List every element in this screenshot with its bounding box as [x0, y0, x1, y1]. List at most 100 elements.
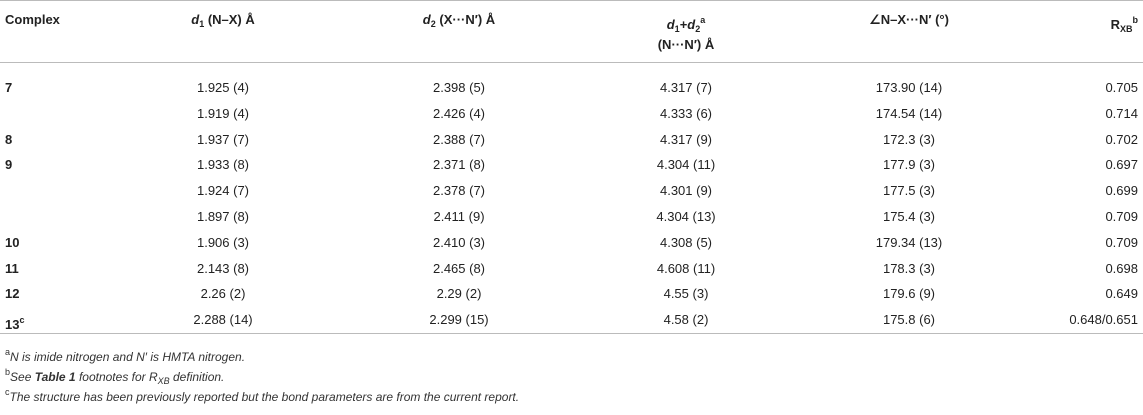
text-run: 1 [674, 24, 680, 34]
text-run: 13 [5, 317, 20, 333]
text-run: d [687, 17, 696, 32]
table-cell: 0.702 [1105, 131, 1138, 147]
text-run: Complex [5, 12, 60, 27]
header-cell: ∠N–X···N′ (°) [869, 12, 949, 28]
table-cell: 0.714 [1105, 105, 1138, 121]
text-run: The structure has been previously report… [9, 390, 520, 404]
bottom-rule [0, 333, 1143, 334]
table-cell: 4.608 (11) [656, 260, 716, 276]
text-run: definition. [169, 370, 225, 384]
header-cell: d1 (N–X) Å [191, 12, 255, 32]
table-cell: 2.299 (15) [429, 312, 489, 328]
text-run: N is imide nitrogen and N′ is HMTA nitro… [10, 350, 246, 364]
text-run: b [1132, 15, 1139, 25]
text-run: ∠N–X···N′ (°) [869, 12, 949, 27]
table-cell: 2.398 (5) [432, 80, 486, 95]
text-run: 1 [199, 19, 205, 29]
text-run: d [191, 12, 200, 27]
header-cell: d2 (X···N′) Å [423, 12, 495, 32]
footnote: bSee Table 1 footnotes for RXB definitio… [5, 364, 224, 389]
complex-cell: 10 [5, 235, 19, 251]
header-cell: RXBb [1111, 12, 1138, 37]
table-cell: 2.378 (7) [432, 183, 486, 199]
table-cell: 175.4 (3) [882, 209, 936, 224]
table-cell: 0.698 [1105, 260, 1138, 276]
text-run: (N–X) Å [204, 12, 255, 27]
footnote: aN is imide nitrogen and N′ is HMTA nitr… [5, 344, 245, 365]
table-cell: 177.9 (3) [882, 157, 936, 173]
table-cell: 1.937 (7) [196, 131, 250, 147]
table-cell: 1.933 (8) [196, 157, 250, 173]
table-cell: 4.304 (13) [656, 209, 716, 224]
table-cell: 2.388 (7) [432, 131, 486, 147]
table-cell: 177.5 (3) [882, 183, 936, 199]
text-run: Table 1 [34, 370, 76, 384]
table-cell: 2.371 (8) [432, 157, 486, 173]
table-cell: 173.90 (14) [875, 80, 943, 95]
text-run: (X···N′) Å [435, 12, 496, 27]
table-cell: 1.919 (4) [196, 105, 250, 121]
table-cell: 4.317 (7) [659, 80, 713, 95]
text-run: 11 [5, 260, 19, 276]
table-cell: 175.8 (6) [882, 312, 936, 328]
text-run: + [679, 17, 688, 32]
text-run: 7 [5, 80, 13, 95]
text-run: (N···N′) Å [657, 37, 715, 52]
text-run: c [5, 387, 10, 397]
table-cell: 2.288 (14) [193, 312, 253, 328]
table-cell: 1.925 (4) [196, 80, 250, 95]
table-cell: 2.26 (2) [200, 286, 246, 302]
table-cell: 0.697 [1105, 157, 1138, 173]
table-cell: 172.3 (3) [882, 131, 936, 147]
table-cell: 4.333 (6) [659, 105, 713, 121]
header-cell: d1+d2a (N···N′) Å [658, 12, 715, 53]
table-cell: 1.906 (3) [196, 234, 250, 250]
table-cell: 1.897 (8) [196, 209, 250, 224]
complex-cell: 13c [5, 312, 24, 333]
text-run: a [700, 15, 706, 25]
table-cell: 174.54 (14) [875, 105, 943, 121]
complex-cell: 9 [5, 157, 12, 173]
text-run: d [666, 17, 675, 32]
table-cell: 4.301 (9) [659, 183, 713, 199]
text-run: 2 [430, 19, 436, 29]
table-cell: 2.143 (8) [196, 260, 250, 276]
text-run: XB [157, 376, 170, 386]
text-run: c [19, 315, 25, 326]
text-run: XB [1119, 24, 1133, 34]
table-cell: 0.649 [1105, 286, 1138, 302]
table-cell: 0.648/0.651 [1069, 312, 1138, 328]
complex-cell: 7 [5, 80, 12, 96]
table-cell: 178.3 (3) [882, 260, 936, 276]
top-rule [0, 0, 1143, 1]
table-cell: 1.924 (7) [196, 183, 250, 199]
text-run: 10 [5, 234, 20, 250]
text-run: b [5, 367, 11, 377]
table-cell: 4.55 (3) [663, 286, 709, 302]
table-cell: 2.426 (4) [432, 105, 486, 121]
table-cell: 179.6 (9) [882, 286, 936, 302]
table-cell: 179.34 (13) [875, 234, 943, 250]
text-run: R [1110, 17, 1120, 32]
table-cell: 0.699 [1105, 183, 1138, 199]
complex-cell: 11 [5, 261, 19, 277]
text-run: footnotes for R [75, 370, 158, 384]
header-rule [0, 62, 1143, 63]
text-run: a [5, 347, 11, 357]
table-cell: 2.410 (3) [432, 234, 486, 250]
footnote: cThe structure has been previously repor… [5, 384, 519, 405]
table-cell: 2.465 (8) [432, 260, 486, 276]
text-run: 8 [5, 131, 13, 147]
table-cell: 4.308 (5) [659, 234, 713, 250]
complex-cell: 12 [5, 286, 19, 302]
text-run: See [10, 370, 35, 384]
table-cell: 2.411 (9) [433, 209, 485, 224]
table-cell: 0.709 [1105, 209, 1138, 224]
table-cell: 0.709 [1105, 234, 1138, 250]
table-cell: 4.58 (2) [663, 312, 709, 328]
text-run: 9 [5, 157, 13, 173]
text-run: 2 [695, 24, 701, 34]
table-cell: 2.29 (2) [436, 286, 482, 302]
complex-cell: 8 [5, 132, 12, 148]
